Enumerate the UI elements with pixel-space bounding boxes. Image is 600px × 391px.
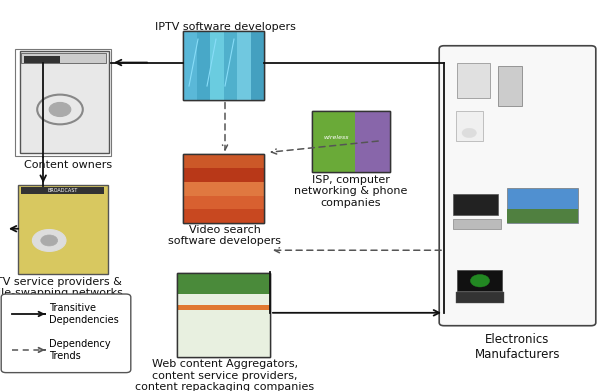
Bar: [457, 270, 502, 291]
Bar: [183, 209, 264, 223]
Bar: [507, 188, 578, 223]
Bar: [210, 31, 223, 100]
Circle shape: [470, 274, 490, 287]
Text: Web content Aggregators,
content service providers,
content repackaging companie: Web content Aggregators, content service…: [136, 359, 314, 391]
Bar: [457, 63, 490, 98]
Bar: [223, 31, 237, 100]
Bar: [456, 111, 483, 141]
Bar: [183, 196, 264, 209]
Bar: [177, 273, 270, 294]
Bar: [183, 31, 197, 100]
FancyBboxPatch shape: [439, 46, 596, 326]
Bar: [237, 31, 251, 100]
Bar: [355, 111, 390, 172]
Circle shape: [32, 230, 66, 251]
Bar: [177, 273, 270, 357]
Bar: [312, 111, 390, 172]
Bar: [312, 111, 390, 172]
Bar: [456, 292, 504, 303]
Bar: [251, 31, 264, 100]
Bar: [183, 182, 264, 196]
Bar: [183, 154, 264, 168]
Bar: [24, 56, 60, 63]
Bar: [21, 187, 104, 194]
Text: TV service providers &
file-swapping networks: TV service providers & file-swapping net…: [0, 277, 123, 298]
Text: IPTV software developers: IPTV software developers: [155, 22, 295, 32]
Bar: [183, 168, 264, 182]
Bar: [177, 273, 270, 357]
Bar: [498, 66, 522, 106]
FancyBboxPatch shape: [15, 49, 111, 156]
Bar: [183, 154, 264, 223]
FancyBboxPatch shape: [20, 51, 109, 153]
Text: Video search
software developers: Video search software developers: [169, 225, 281, 246]
Bar: [177, 294, 270, 357]
Bar: [183, 31, 264, 100]
Bar: [21, 53, 106, 63]
Bar: [453, 194, 498, 215]
Text: Content owners: Content owners: [24, 160, 112, 170]
Bar: [453, 219, 501, 229]
Bar: [507, 209, 578, 223]
Text: Dependency
Trends: Dependency Trends: [49, 339, 111, 361]
Circle shape: [49, 102, 71, 117]
Bar: [183, 31, 264, 100]
Text: ISP, computer
networking & phone
companies: ISP, computer networking & phone compani…: [295, 175, 407, 208]
Text: wireless: wireless: [323, 135, 349, 140]
Text: Transitive
Dependencies: Transitive Dependencies: [49, 303, 119, 325]
Bar: [177, 305, 270, 310]
Bar: [183, 154, 264, 223]
Text: Electronics
Manufacturers: Electronics Manufacturers: [475, 333, 560, 361]
Text: BROADCAST: BROADCAST: [48, 188, 78, 192]
FancyBboxPatch shape: [18, 185, 108, 274]
Bar: [197, 31, 210, 100]
Circle shape: [41, 235, 58, 246]
FancyBboxPatch shape: [1, 294, 131, 373]
Bar: [312, 111, 355, 172]
Circle shape: [462, 128, 476, 138]
